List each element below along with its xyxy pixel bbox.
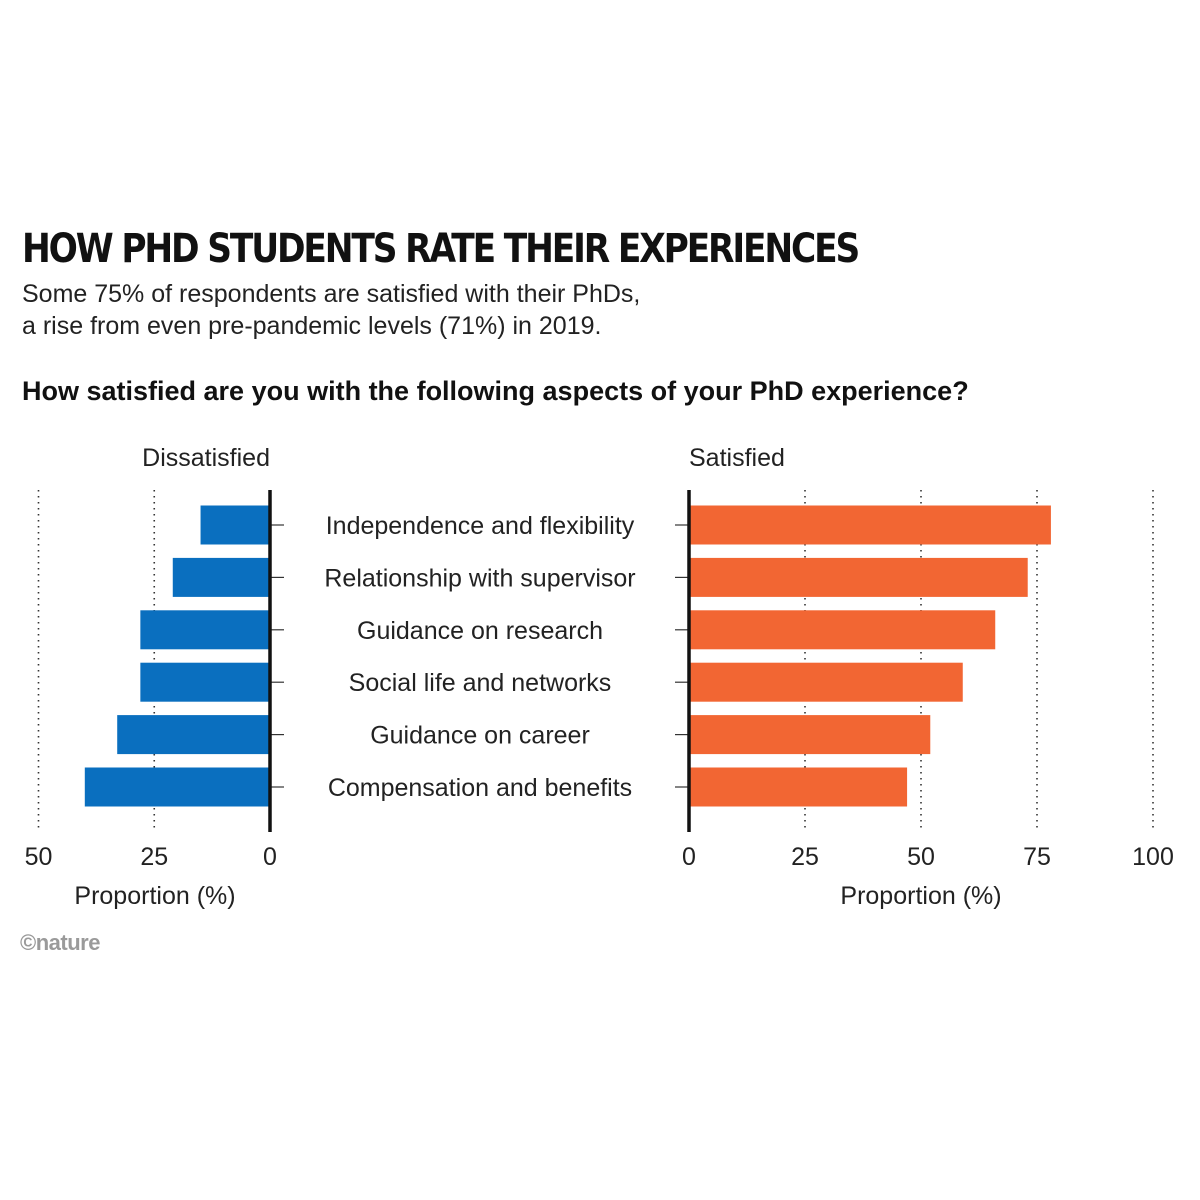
bar-satisfied-1 [689, 557, 1028, 597]
category-label-2: Guidance on research [357, 617, 603, 645]
tick-label-left-0: 0 [263, 843, 277, 871]
subtitle-line-1: Some 75% of respondents are satisfied wi… [22, 280, 641, 308]
category-label-1: Relationship with supervisor [324, 564, 635, 592]
bar-dissatisfied-5 [84, 767, 270, 807]
bar-dissatisfied-2 [140, 610, 270, 650]
series-label-dissatisfied: Dissatisfied [142, 444, 270, 472]
nature-credit: ©nature [20, 930, 100, 955]
bar-dissatisfied-1 [172, 557, 270, 597]
category-label-3: Social life and networks [349, 669, 612, 697]
series-label-satisfied: Satisfied [689, 444, 785, 472]
bar-satisfied-2 [689, 610, 996, 650]
category-label-5: Compensation and benefits [328, 774, 632, 802]
tick-label-left-50: 50 [25, 843, 53, 871]
bar-dissatisfied-0 [200, 505, 270, 545]
bar-satisfied-4 [689, 715, 931, 755]
tick-label-right-75: 75 [1023, 843, 1051, 871]
bar-satisfied-5 [689, 767, 908, 807]
category-label-4: Guidance on career [370, 722, 590, 750]
bar-dissatisfied-4 [117, 715, 271, 755]
x-axis-title-right: Proportion (%) [840, 882, 1001, 910]
bar-dissatisfied-3 [140, 662, 270, 702]
labels: Independence and flexibility Relationship… [25, 444, 1174, 910]
bar-satisfied-0 [689, 505, 1051, 545]
tick-label-right-25: 25 [791, 843, 819, 871]
tick-label-right-50: 50 [907, 843, 935, 871]
survey-question: How satisfied are you with the following… [22, 376, 969, 406]
chart-title: HOW PHD STUDENTS RATE THEIR EXPERIENCES [22, 226, 860, 272]
tick-label-right-100: 100 [1132, 843, 1174, 871]
axes [268, 490, 691, 832]
subtitle-line-2: a rise from even pre-pandemic levels (71… [22, 312, 602, 340]
tick-label-left-25: 25 [140, 843, 168, 871]
tick-label-right-0: 0 [682, 843, 696, 871]
bars [84, 505, 1051, 807]
category-label-0: Independence and flexibility [326, 512, 635, 540]
x-axis-title-left: Proportion (%) [74, 882, 235, 910]
bar-satisfied-3 [689, 662, 963, 702]
